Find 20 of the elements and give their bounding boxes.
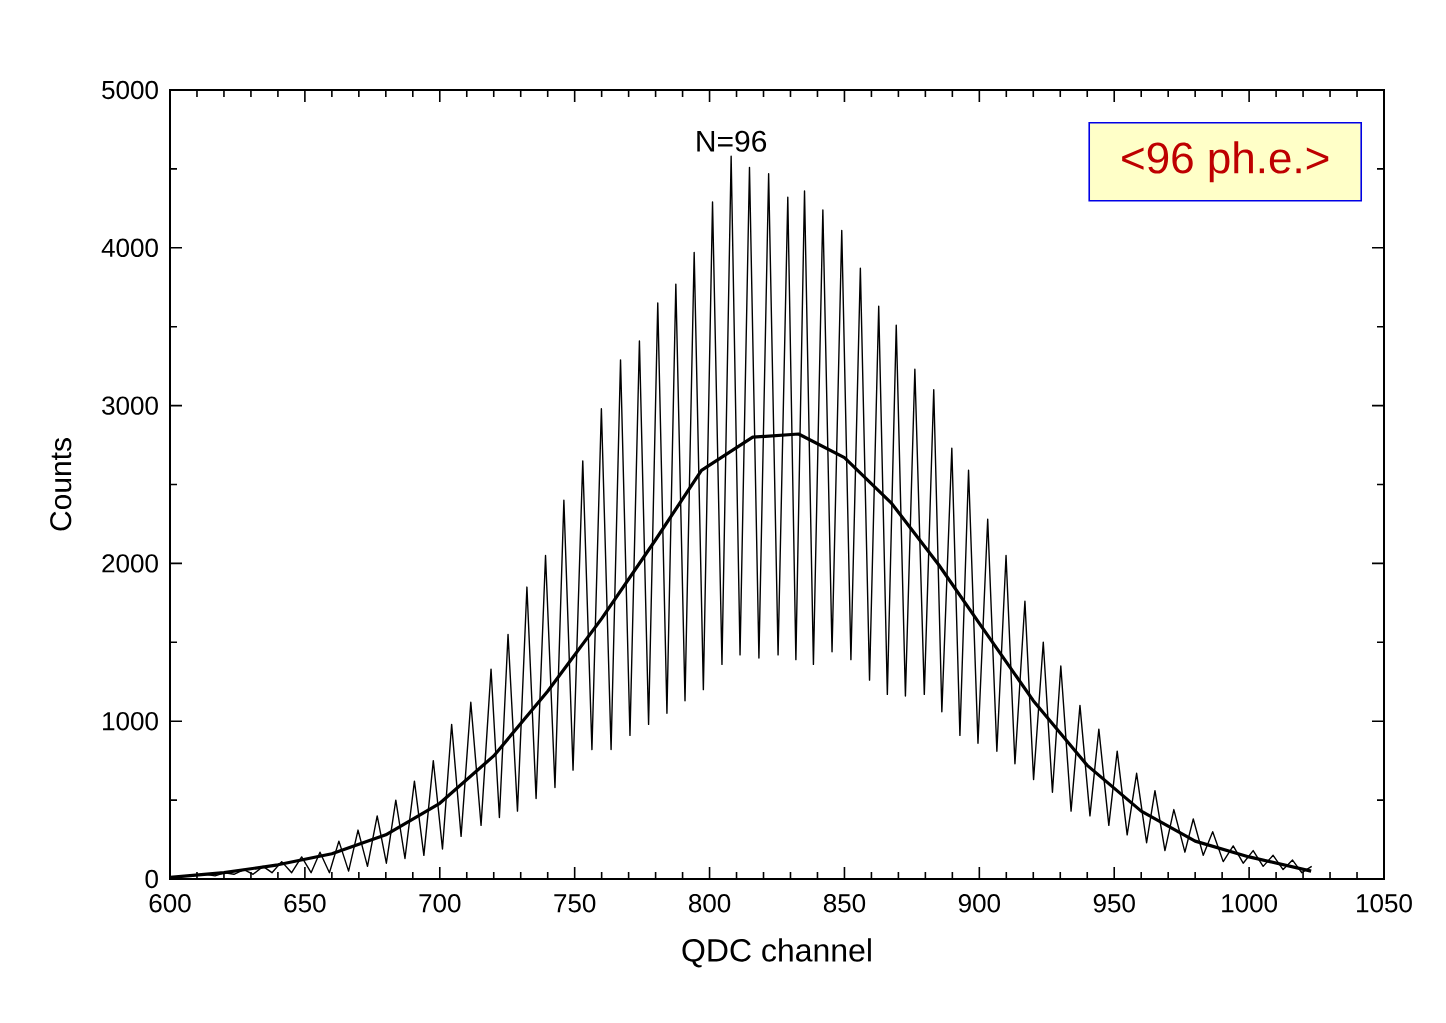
x-tick-label: 750 <box>554 894 596 913</box>
annotation: <96 ph.e.> <box>1122 141 1329 183</box>
y-axis-title: Counts <box>50 438 72 531</box>
annotation: N=96 <box>697 130 767 152</box>
y-tick-label: 2000 <box>102 554 158 573</box>
x-tick-label: 650 <box>284 894 326 913</box>
x-tick-label: 700 <box>419 894 461 913</box>
x-tick-label: 600 <box>149 894 191 913</box>
y-tick-label: 3000 <box>102 396 158 415</box>
x-tick-label: 1050 <box>1357 894 1412 913</box>
y-tick-label: 0 <box>145 869 158 889</box>
x-axis-title: QDC channel <box>682 938 871 968</box>
x-tick-label: 1000 <box>1222 894 1278 913</box>
x-tick-label: 850 <box>823 894 866 913</box>
y-tick-label: 1000 <box>103 711 158 731</box>
x-tick-label: 900 <box>958 894 1001 913</box>
y-tick-label: 5000 <box>102 80 158 100</box>
y-tick-label: 4000 <box>101 238 158 258</box>
x-tick-label: 950 <box>1093 894 1135 913</box>
x-tick-label: 800 <box>689 894 731 913</box>
